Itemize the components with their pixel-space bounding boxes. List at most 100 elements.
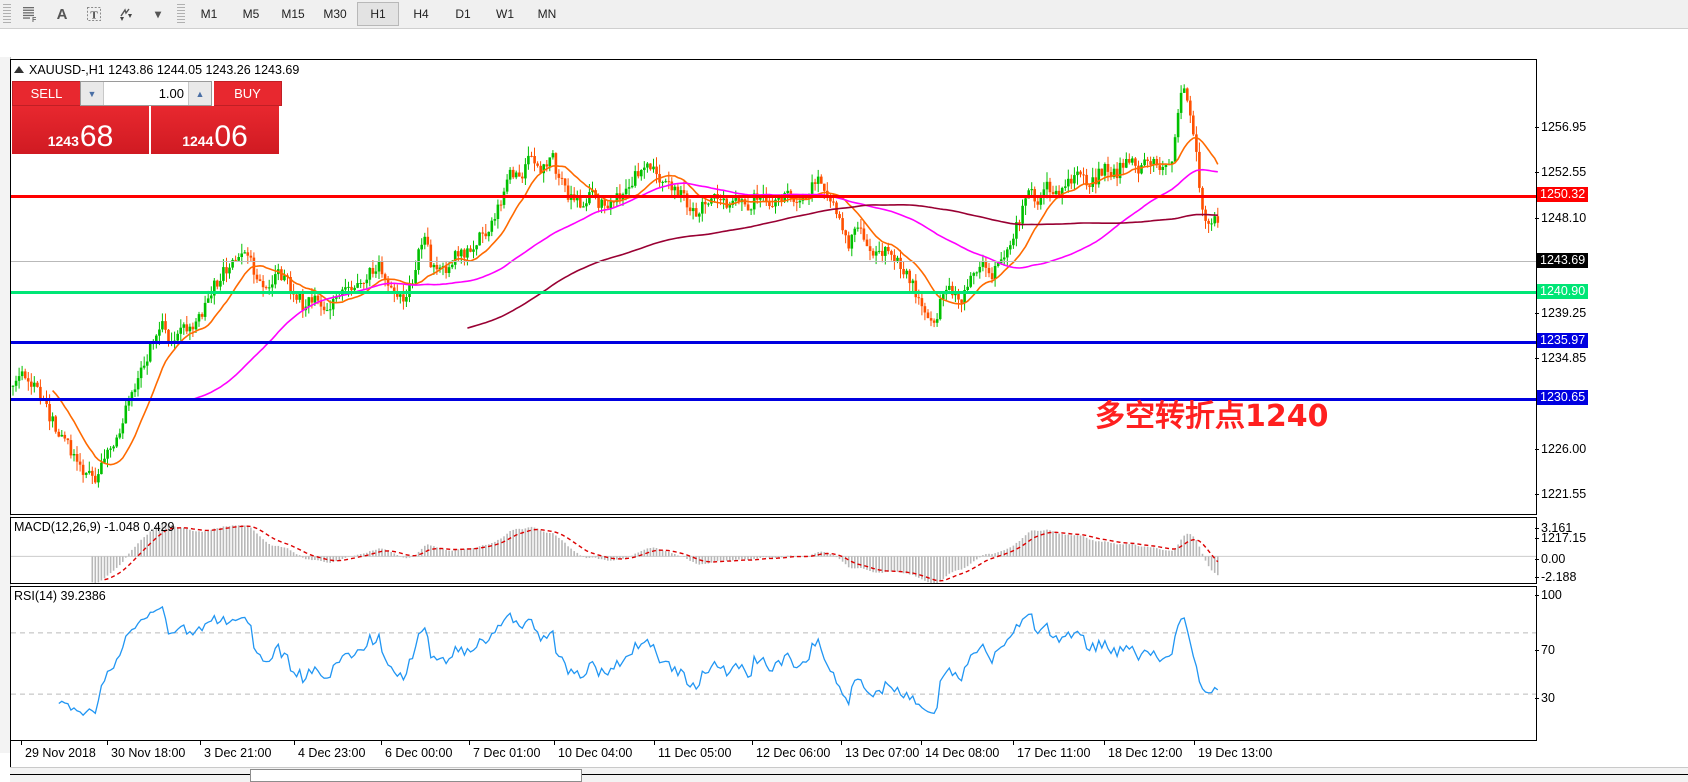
macd-axis-tick: -2.188 — [1535, 571, 1576, 584]
time-axis-label: 14 Dec 08:00 — [925, 746, 1000, 760]
price-axis-tick: 1248.10 — [1535, 212, 1586, 225]
buy-button[interactable]: BUY — [214, 81, 282, 106]
rsi-axis-tick: 70 — [1535, 644, 1555, 657]
time-axis-label: 3 Dec 21:00 — [204, 746, 272, 760]
support-line-1[interactable] — [11, 341, 1536, 344]
timeframe-h1[interactable]: H1 — [357, 2, 399, 26]
time-axis-tick — [469, 741, 470, 745]
sell-price-display[interactable]: 1243 68 — [12, 106, 149, 154]
macd-panel[interactable] — [10, 517, 1537, 584]
rsi-panel[interactable] — [10, 586, 1537, 741]
svg-text:T: T — [90, 10, 98, 22]
time-axis-tick — [294, 741, 295, 745]
time-axis-tick — [200, 741, 201, 745]
timeframe-d1[interactable]: D1 — [455, 7, 471, 21]
timeframe-w1[interactable]: W1 — [496, 7, 514, 21]
chart-header-text: XAUUSD-,H1 1243.86 1244.05 1243.26 1243.… — [29, 63, 300, 77]
time-axis-label: 12 Dec 06:00 — [756, 746, 831, 760]
time-axis-tick — [554, 741, 555, 745]
macd-caption: MACD(12,26,9) -1.048 0.429 — [14, 520, 175, 534]
support-line-2[interactable] — [11, 398, 1536, 401]
time-axis-tick — [1104, 741, 1105, 745]
resistance-line[interactable] — [11, 195, 1536, 198]
time-axis-tick — [21, 741, 22, 745]
time-axis-tick — [1194, 741, 1195, 745]
price-axis-tick: 1221.55 — [1535, 488, 1586, 501]
volume-up-arrow-icon[interactable]: ▲ — [188, 82, 211, 105]
rsi-axis-tick: 30 — [1535, 692, 1555, 705]
timeframe-m15[interactable]: M15 — [281, 7, 305, 21]
current-price-line[interactable] — [11, 261, 1536, 262]
text-label-icon[interactable]: A — [56, 5, 68, 23]
price-axis-tick: 1256.95 — [1535, 121, 1586, 134]
price-axis-badge[interactable]: 1250.32 — [1537, 187, 1589, 202]
macd-axis-tick: 3.161 — [1535, 522, 1572, 535]
time-axis-tick — [921, 741, 922, 745]
time-axis-tick — [654, 741, 655, 745]
chart-annotation-text[interactable]: 多空转折点1240 — [1095, 399, 1329, 434]
sell-button[interactable]: SELL — [12, 81, 80, 106]
time-axis-label: 13 Dec 07:00 — [845, 746, 920, 760]
text-box-icon[interactable]: T — [78, 1, 110, 27]
volume-input[interactable]: 1.00 — [158, 86, 184, 101]
sell-price-integer: 1243 — [47, 133, 79, 149]
rsi-caption: RSI(14) 39.2386 — [14, 589, 106, 603]
time-axis-tick — [841, 741, 842, 745]
price-axis-badge[interactable]: 1243.69 — [1537, 253, 1589, 268]
price-axis-tick: 1217.15 — [1535, 532, 1586, 545]
time-axis-label: 10 Dec 04:00 — [558, 746, 633, 760]
time-axis-tick — [107, 741, 108, 745]
buy-price-display[interactable]: 1244 06 — [151, 106, 279, 154]
timeframe-mn[interactable]: MN — [537, 7, 557, 21]
objects-arrows-icon[interactable] — [110, 1, 142, 27]
time-axis-label: 30 Nov 18:00 — [111, 746, 186, 760]
timeframe-h4[interactable]: H4 — [413, 7, 429, 21]
time-axis-label: 17 Dec 11:00 — [1017, 746, 1091, 760]
price-axis-tick: 1234.85 — [1535, 352, 1586, 365]
time-axis-tick — [752, 741, 753, 745]
timeframe-m1[interactable]: M1 — [200, 7, 218, 21]
macd-axis-tick: 0.00 — [1535, 553, 1565, 566]
price-axis[interactable]: 1256.95 1252.55 1248.10 1239.25 1234.85 1226.… — [1535, 59, 1688, 741]
macd-plot — [11, 522, 1536, 583]
time-axis-label: 4 Dec 23:00 — [298, 746, 366, 760]
time-axis-tick — [381, 741, 382, 745]
chart-area: XAUUSD-,H1 1243.86 1244.05 1243.26 1243.… — [0, 29, 1688, 782]
horizontal-scrollbar[interactable] — [10, 767, 1688, 782]
buy-price-decimal: 06 — [214, 120, 248, 153]
price-axis-tick: 1226.00 — [1535, 443, 1586, 456]
time-axis-label: 18 Dec 12:00 — [1108, 746, 1183, 760]
time-axis-label: 6 Dec 00:00 — [385, 746, 453, 760]
chart-symbol-header: XAUUSD-,H1 1243.86 1244.05 1243.26 1243.… — [14, 63, 299, 77]
price-axis-badge[interactable]: 1235.97 — [1537, 333, 1589, 348]
collapse-triangle-icon[interactable] — [14, 66, 24, 73]
rsi-axis-tick: 100 — [1535, 589, 1562, 602]
toolbar-grip-2[interactable] — [177, 4, 185, 24]
timeframe-m5[interactable]: M5 — [242, 7, 260, 21]
one-click-trading-panel[interactable]: SELL ▼ 1.00 ▲ BUY 1243 68 1244 06 — [12, 81, 282, 154]
price-axis-badge[interactable]: 1230.65 — [1537, 390, 1589, 405]
time-axis: 29 Nov 2018 30 Nov 18:00 3 Dec 21:00 4 Dec … — [10, 741, 1537, 767]
time-axis-label: 29 Nov 2018 — [25, 746, 96, 760]
price-axis-badge[interactable]: 1240.90 — [1537, 284, 1589, 299]
svg-text:F: F — [32, 17, 37, 23]
main-toolbar: F A T ▾ M1 M5 M15 M30 H1 H4 D1 W1 MN — [0, 0, 1688, 29]
horizontal-scrollbar-thumb[interactable] — [250, 769, 582, 782]
time-axis-label: 19 Dec 13:00 — [1198, 746, 1273, 760]
rsi-plot — [11, 605, 1536, 717]
price-axis-tick: 1239.25 — [1535, 307, 1586, 320]
price-axis-tick: 1252.55 — [1535, 166, 1586, 179]
chevron-down-icon[interactable]: ▾ — [154, 7, 162, 21]
timeframe-group: M1 M5 M15 M30 H1 H4 D1 W1 MN — [188, 2, 568, 26]
time-axis-label: 7 Dec 01:00 — [473, 746, 541, 760]
time-axis-tick — [1013, 741, 1014, 745]
sell-price-decimal: 68 — [79, 120, 114, 153]
buy-price-integer: 1244 — [182, 133, 214, 149]
volume-stepper[interactable]: ▼ 1.00 ▲ — [80, 81, 212, 106]
timeframe-m30[interactable]: M30 — [323, 7, 347, 21]
time-axis-label: 11 Dec 05:00 — [658, 746, 732, 760]
toolbar-grip-1[interactable] — [3, 4, 11, 24]
templates-icon[interactable]: F — [14, 1, 46, 27]
pivot-line[interactable] — [11, 291, 1536, 294]
volume-down-arrow-icon[interactable]: ▼ — [81, 82, 104, 105]
